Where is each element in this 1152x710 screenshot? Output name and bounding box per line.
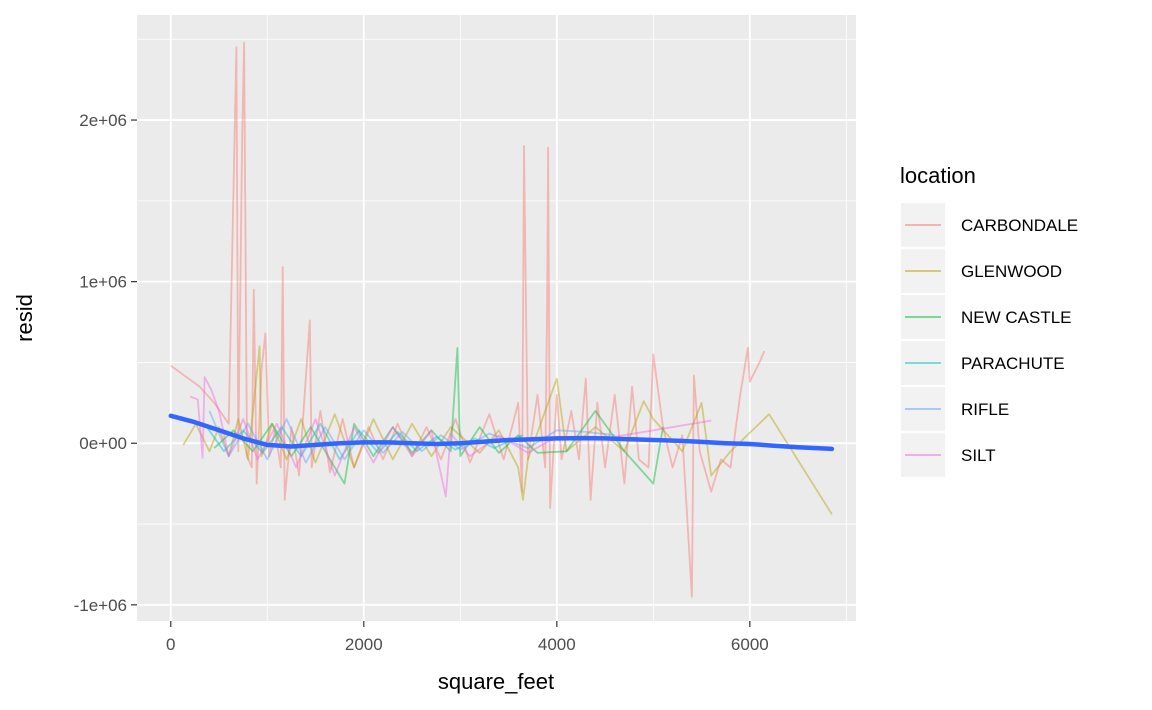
series-lines: [170, 41, 833, 598]
legend-label: PARACHUTE: [961, 354, 1065, 373]
y-tick-label: 2e+06: [79, 111, 127, 130]
y-axis: -1e+06 0e+00 1e+06 2e+06: [74, 111, 137, 615]
series-line-glenwood: [182, 345, 833, 515]
series-line-parachute: [203, 422, 524, 461]
smooth-line: [168, 413, 835, 452]
x-axis-title: square_feet: [438, 669, 554, 694]
legend-label: RIFLE: [961, 400, 1009, 419]
legend-label: NEW CASTLE: [961, 308, 1072, 327]
series-line-silt: [189, 376, 712, 498]
legend-label: CARBONDALE: [961, 216, 1078, 235]
series-line-new-castle: [213, 347, 664, 485]
legend-label: GLENWOOD: [961, 262, 1062, 281]
plot-panel: [137, 15, 856, 621]
smooth-trend-line: [168, 413, 835, 452]
legend-title: location: [900, 163, 976, 188]
legend-label: SILT: [961, 446, 996, 465]
legend: location CARBONDALE GLENWOOD NEW CASTLE PAR…: [900, 163, 1078, 477]
x-axis: 0 2000 4000 6000: [166, 621, 769, 654]
grid-minor: [137, 15, 856, 621]
grid-major: [137, 15, 856, 621]
y-tick-label: -1e+06: [74, 596, 127, 615]
x-tick-label: 6000: [731, 635, 769, 654]
legend-items: CARBONDALE GLENWOOD NEW CASTLE PARACHUTE RIF…: [901, 203, 1078, 477]
x-tick-label: 2000: [345, 635, 383, 654]
series-line-carbondale: [170, 41, 766, 598]
x-tick-label: 0: [166, 635, 175, 654]
x-tick-label: 4000: [538, 635, 576, 654]
y-tick-label: 0e+00: [79, 434, 127, 453]
series-line-rifle: [208, 410, 615, 464]
y-axis-title: resid: [12, 294, 37, 342]
y-tick-label: 1e+06: [79, 273, 127, 292]
